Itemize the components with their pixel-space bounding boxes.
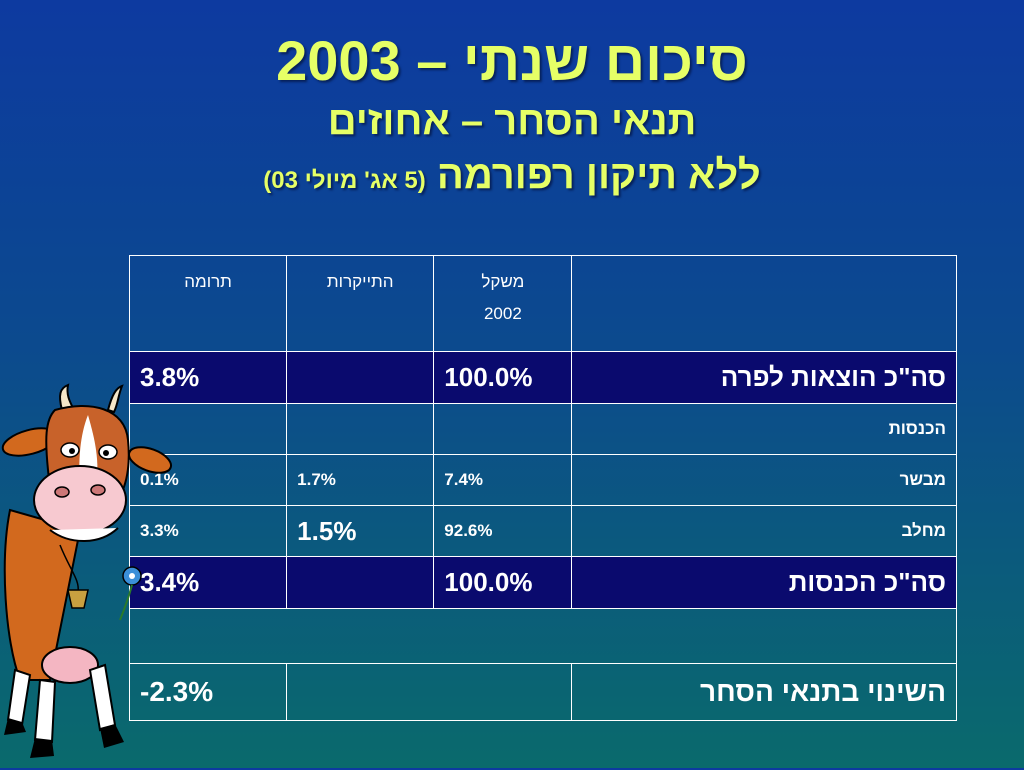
slide-subtitle: תנאי הסחר – אחוזים <box>327 99 697 143</box>
row-weight: 100.0% <box>433 556 573 609</box>
table-row: השינוי בתנאי הסחר -2.3% <box>128 663 957 721</box>
row-rise <box>286 556 435 609</box>
row-rise: 1.7% <box>286 454 435 506</box>
row-label: מחלב <box>571 505 957 557</box>
header-rise: התייקרות <box>286 255 435 352</box>
row-rise <box>286 403 435 455</box>
row-label: מבשר <box>571 454 957 506</box>
row-label: סה"כ הוצאות לפרה <box>571 351 957 404</box>
header-label <box>571 255 957 352</box>
row-label: הכנסות <box>571 403 957 455</box>
row-contribution: 3.8% <box>128 351 288 404</box>
header-weight-label: משקל <box>481 272 525 291</box>
row-rise: 1.5% <box>286 505 435 557</box>
trade-terms-table: משקל 2002 התייקרות תרומה סה"כ הוצאות לפר… <box>128 255 957 721</box>
table-row-spacer <box>129 608 957 664</box>
table-row: הכנסות <box>128 403 957 455</box>
spacer-cell <box>129 608 957 664</box>
row-label: סה"כ הכנסות <box>571 556 957 609</box>
slide-subtitle-reform: ללא תיקון רפורמה (5 אג' מיולי 03) <box>0 148 1024 208</box>
slide-title: סיכום שנתי – 2003 <box>276 29 748 92</box>
row-weight: 7.4% <box>433 454 573 506</box>
row-weight: 100.0% <box>433 351 573 404</box>
row-label: השינוי בתנאי הסחר <box>571 663 957 721</box>
table-header-row: משקל 2002 התייקרות תרומה <box>128 255 957 352</box>
row-weight <box>433 403 573 455</box>
row-weight <box>286 663 573 721</box>
table-row: מחלב 92.6% 1.5% 3.3% <box>128 505 957 557</box>
header-weight-year: 2002 <box>483 304 522 323</box>
cow-illustration <box>1 383 173 758</box>
row-contribution: 3.3% <box>128 505 288 557</box>
table-row: מבשר 7.4% 1.7% 0.1% <box>128 454 957 506</box>
row-rise <box>286 351 435 404</box>
reform-note: (5 אג' מיולי 03) <box>263 167 426 194</box>
header-weight: משקל 2002 <box>433 255 573 352</box>
table-row: סה"כ הוצאות לפרה 100.0% 3.8% <box>128 351 957 404</box>
table-row: סה"כ הכנסות 100.0% 3.4% <box>128 556 957 609</box>
row-weight: 92.6% <box>433 505 573 557</box>
row-contribution: -2.3% <box>128 663 288 721</box>
reform-label: ללא תיקון רפורמה <box>436 153 761 197</box>
slide-title-block: סיכום שנתי – 2003 תנאי הסחר – אחוזים ללא… <box>0 28 1024 208</box>
header-contribution: תרומה <box>128 255 288 352</box>
